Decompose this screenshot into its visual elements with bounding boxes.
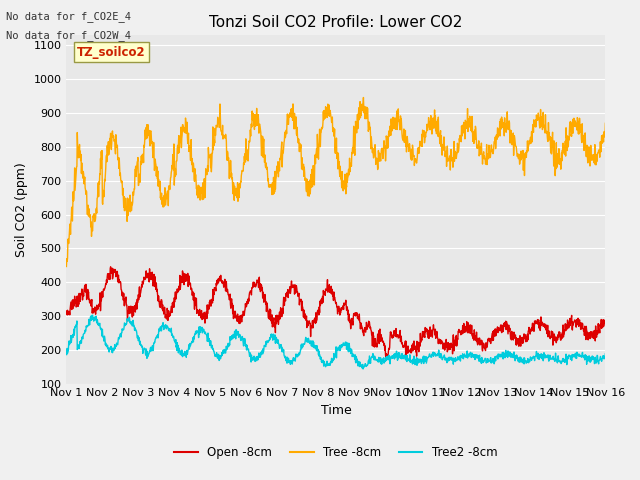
Line: Tree2 -8cm: Tree2 -8cm bbox=[67, 315, 605, 369]
Tree -8cm bbox=[243, 155, 250, 161]
Tree2 -8cm bbox=[63, 352, 70, 358]
Open -8cm bbox=[382, 355, 390, 360]
Tree -8cm bbox=[538, 118, 545, 124]
Line: Open -8cm: Open -8cm bbox=[67, 267, 605, 358]
Open -8cm bbox=[491, 327, 499, 333]
Tree -8cm bbox=[490, 139, 498, 144]
Tree2 -8cm bbox=[183, 348, 191, 353]
Tree2 -8cm bbox=[538, 356, 546, 361]
Line: Tree -8cm: Tree -8cm bbox=[67, 97, 605, 266]
Open -8cm bbox=[107, 264, 115, 270]
Tree2 -8cm bbox=[491, 359, 499, 365]
Y-axis label: Soil CO2 (ppm): Soil CO2 (ppm) bbox=[15, 162, 28, 257]
Text: TZ_soilco2: TZ_soilco2 bbox=[77, 46, 146, 59]
Text: No data for f_CO2E_4: No data for f_CO2E_4 bbox=[6, 12, 131, 22]
Tree -8cm bbox=[420, 134, 428, 140]
Open -8cm bbox=[183, 278, 191, 284]
Open -8cm bbox=[420, 334, 428, 340]
Open -8cm bbox=[63, 310, 70, 315]
Tree2 -8cm bbox=[89, 312, 97, 318]
Open -8cm bbox=[602, 319, 609, 325]
Tree2 -8cm bbox=[420, 353, 428, 359]
Tree -8cm bbox=[170, 161, 177, 167]
Open -8cm bbox=[538, 320, 546, 326]
Title: Tonzi Soil CO2 Profile: Lower CO2: Tonzi Soil CO2 Profile: Lower CO2 bbox=[209, 15, 463, 30]
Legend: Open -8cm, Tree -8cm, Tree2 -8cm: Open -8cm, Tree -8cm, Tree2 -8cm bbox=[170, 442, 502, 464]
Tree -8cm bbox=[602, 120, 609, 126]
Tree -8cm bbox=[182, 131, 190, 136]
Tree2 -8cm bbox=[602, 351, 609, 357]
Tree -8cm bbox=[63, 264, 70, 269]
Open -8cm bbox=[170, 299, 177, 304]
Tree -8cm bbox=[360, 95, 367, 100]
Open -8cm bbox=[243, 299, 251, 305]
X-axis label: Time: Time bbox=[321, 404, 351, 417]
Tree2 -8cm bbox=[243, 342, 251, 348]
Tree2 -8cm bbox=[170, 334, 177, 339]
Tree2 -8cm bbox=[359, 366, 367, 372]
Text: No data for f_CO2W_4: No data for f_CO2W_4 bbox=[6, 31, 131, 41]
